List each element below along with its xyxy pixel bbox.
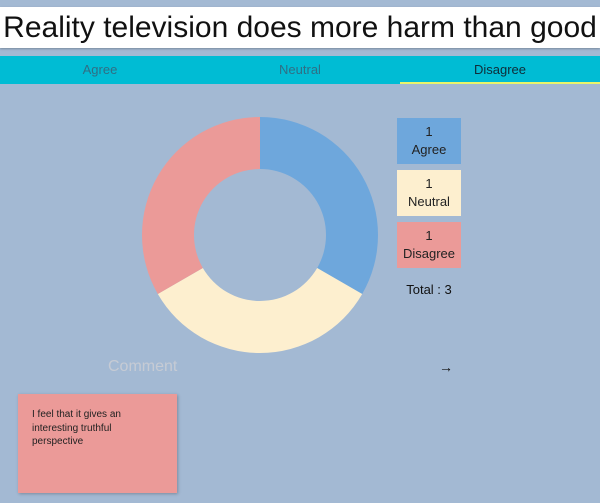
legend: 1 Agree 1 Neutral 1 Disagree [397, 118, 461, 274]
donut-slice-agree [260, 117, 378, 294]
legend-agree: 1 Agree [397, 118, 461, 164]
page-title: Reality television does more harm than g… [3, 10, 597, 44]
legend-disagree: 1 Disagree [397, 222, 461, 268]
legend-disagree-count: 1 [425, 228, 433, 244]
tab-bar: Agree Neutral Disagree [0, 56, 600, 84]
legend-neutral: 1 Neutral [397, 170, 461, 216]
donut-chart [141, 116, 379, 354]
donut-slice-disagree [142, 117, 260, 294]
legend-agree-label: Agree [411, 142, 447, 157]
tab-disagree[interactable]: Disagree [400, 56, 600, 84]
legend-neutral-count: 1 [425, 176, 433, 192]
donut-slice-neutral [157, 268, 363, 353]
comment-input[interactable] [108, 356, 418, 378]
comment-card: I feel that it gives an interesting trut… [18, 394, 177, 493]
arrow-right-icon[interactable]: → [439, 359, 453, 375]
tab-neutral[interactable]: Neutral [279, 61, 321, 77]
total-count: Total : 3 [406, 282, 452, 297]
legend-disagree-label: Disagree [402, 246, 456, 261]
comment-text: I feel that it gives an interesting trut… [32, 409, 121, 447]
tab-agree[interactable]: Agree [82, 61, 118, 77]
legend-neutral-label: Neutral [408, 194, 450, 209]
legend-agree-count: 1 [425, 124, 433, 140]
donut-chart-svg [142, 117, 378, 353]
title-bar: Reality television does more harm than g… [0, 7, 600, 48]
